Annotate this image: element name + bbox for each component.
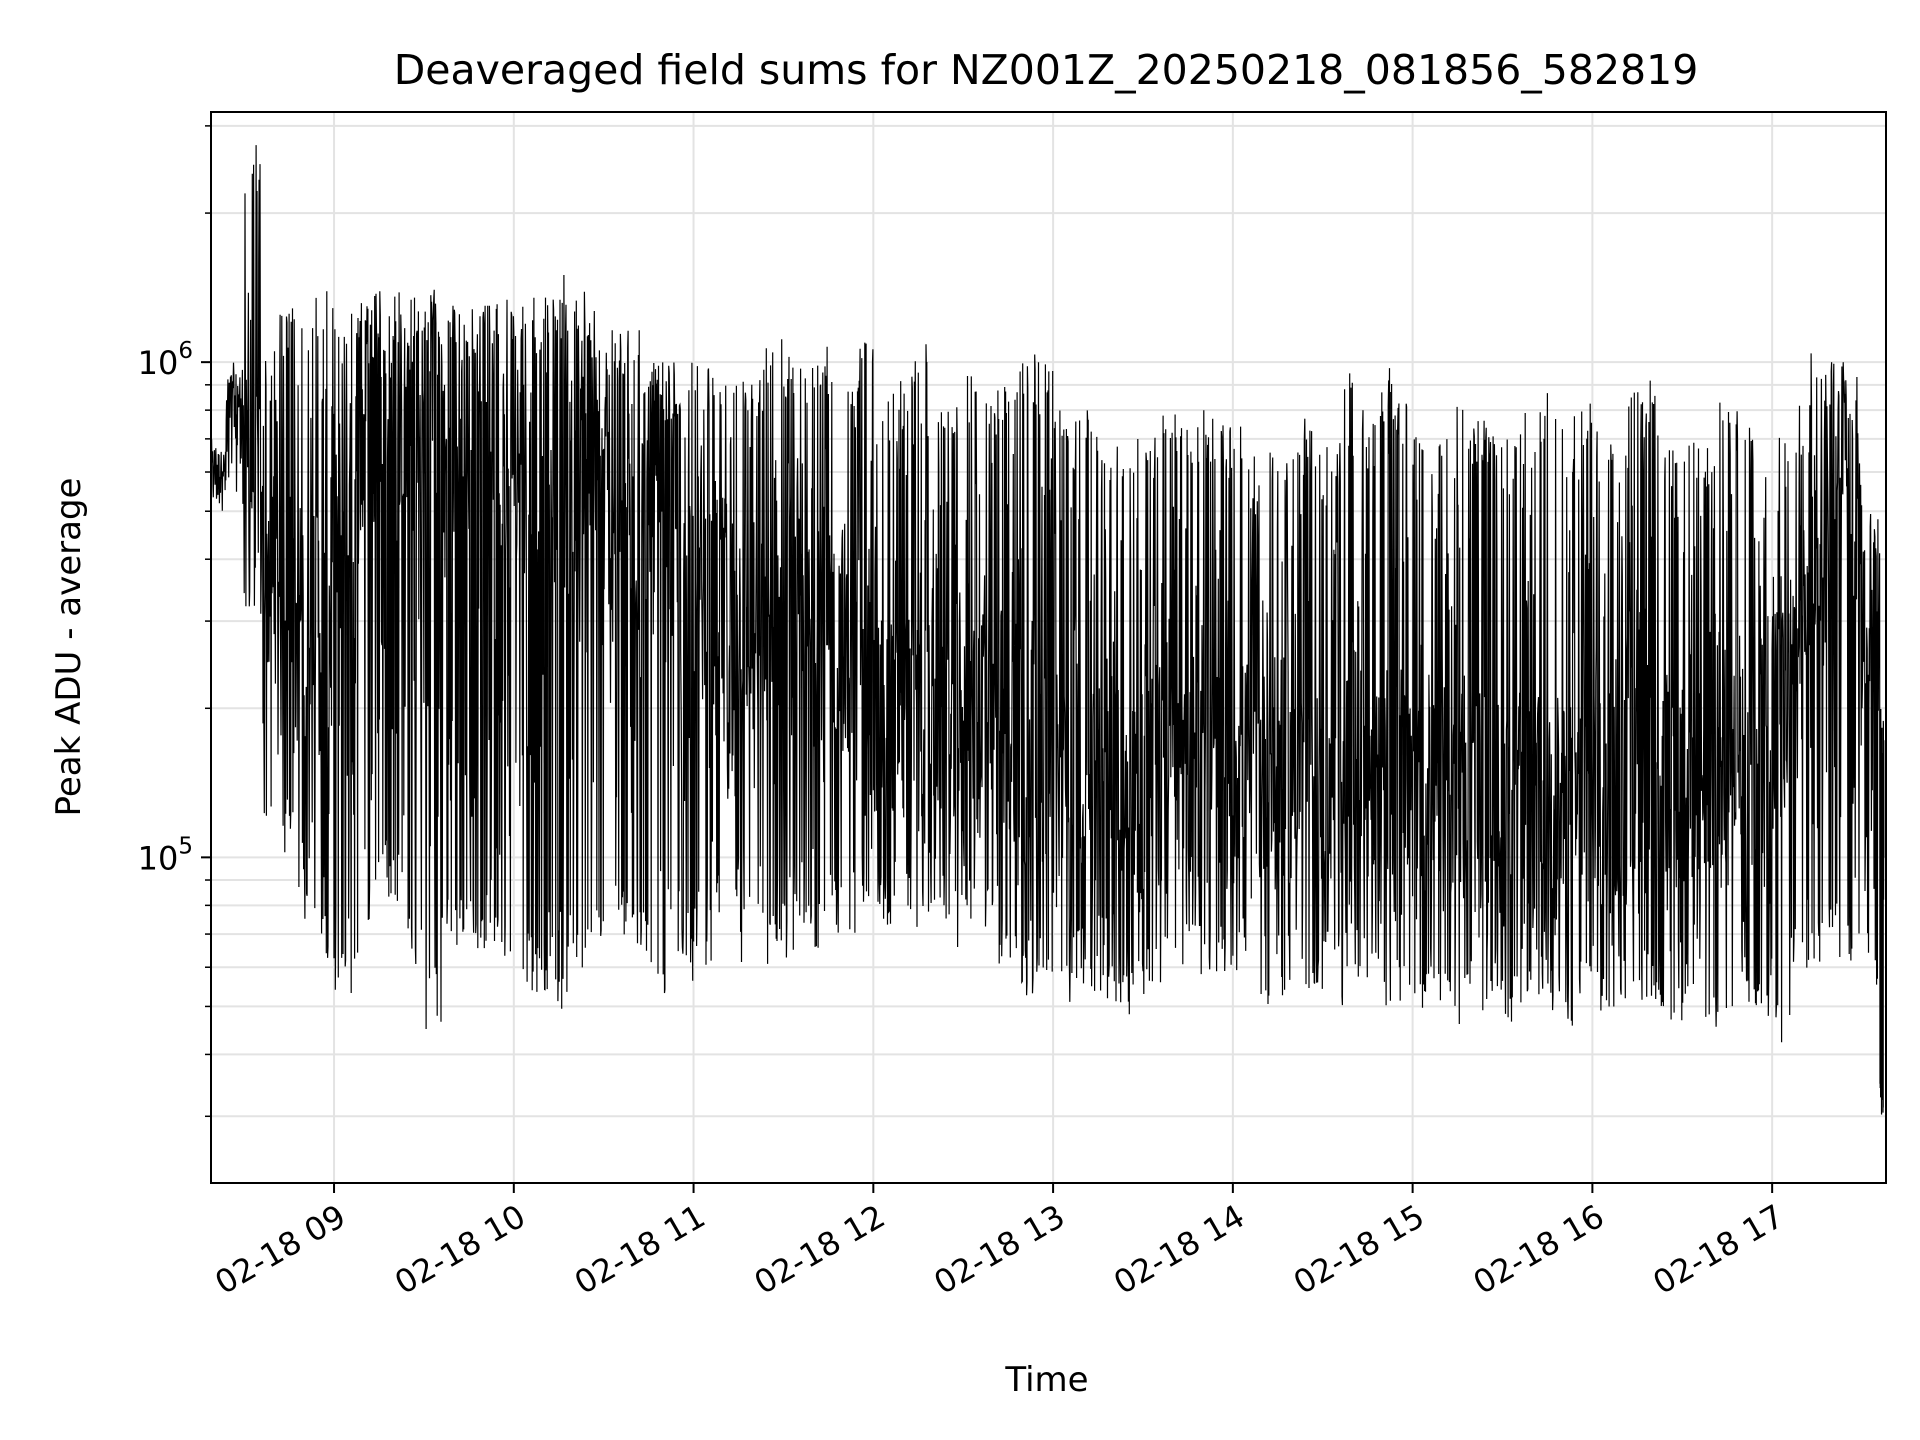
y-tick-label-exponent: 6	[178, 338, 193, 364]
series-line-0	[210, 145, 1885, 1115]
y-axis-label: Peak ADU - average	[49, 478, 89, 817]
data-series	[210, 145, 1885, 1115]
y-tick-label: 105	[138, 833, 193, 877]
x-axis-label: Time	[1004, 1360, 1088, 1400]
y-tick-label-base: 10	[138, 344, 179, 382]
y-tick-label-exponent: 5	[178, 833, 193, 859]
chart-title: Deaveraged field sums for NZ001Z_2025021…	[394, 46, 1699, 94]
y-tick-label: 106	[138, 338, 193, 382]
y-tick-label-base: 10	[138, 839, 179, 877]
plot-frame	[210, 111, 1887, 1184]
